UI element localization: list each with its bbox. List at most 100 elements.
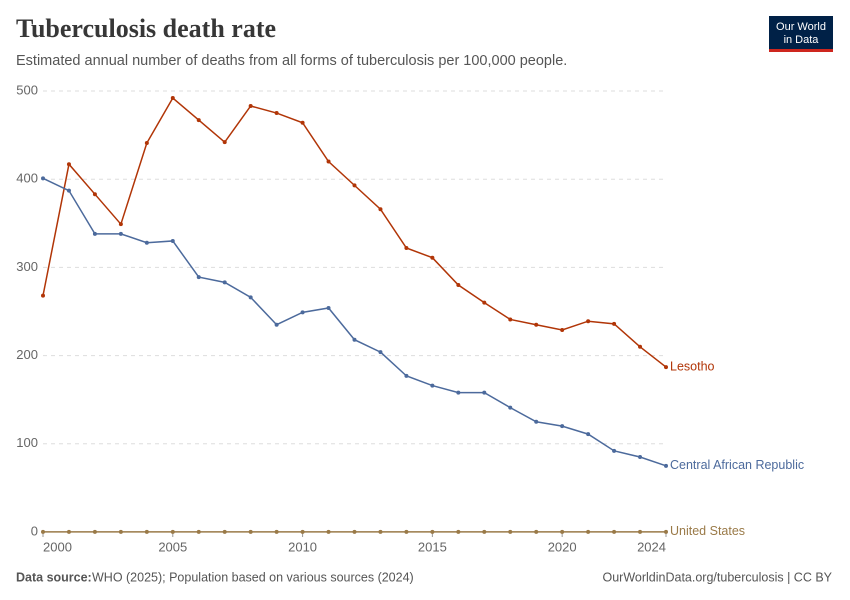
- chart-title: Tuberculosis death rate: [16, 14, 276, 43]
- data-point: [248, 295, 253, 300]
- y-tick-label: 400: [16, 171, 38, 186]
- data-point: [222, 280, 227, 285]
- y-tick-label: 300: [16, 259, 38, 274]
- data-point: [41, 293, 45, 298]
- data-point: [638, 455, 643, 460]
- data-point: [352, 337, 357, 342]
- data-point: [274, 322, 279, 327]
- data-point: [196, 529, 201, 534]
- data-point: [326, 529, 331, 534]
- source: WHO (2025); Population based on various …: [92, 570, 414, 584]
- data-point: [144, 240, 149, 245]
- data-point: [170, 96, 175, 101]
- data-point: [560, 529, 565, 534]
- x-tick-label: 2010: [288, 539, 317, 554]
- data-point: [196, 118, 201, 123]
- data-point: [326, 305, 331, 310]
- data-point: [612, 321, 617, 326]
- data-point: [118, 231, 123, 236]
- data-point: [664, 463, 668, 468]
- data-point: [352, 529, 357, 534]
- data-point: [612, 448, 617, 453]
- y-tick-label: 200: [16, 347, 38, 362]
- series-label: United States: [670, 524, 745, 538]
- x-tick-label: 2020: [548, 539, 577, 554]
- data-point: [430, 529, 435, 534]
- logo-bar: [769, 49, 833, 52]
- x-tick-label: 2015: [418, 539, 447, 554]
- data-point: [378, 529, 383, 534]
- data-point: [144, 529, 149, 534]
- data-point: [456, 529, 461, 534]
- data-point: [586, 529, 591, 534]
- data-point: [326, 159, 331, 164]
- data-point: [300, 120, 305, 125]
- x-tick-label: 2000: [43, 539, 72, 554]
- chart-subtitle: Estimated annual number of deaths from a…: [16, 53, 567, 69]
- x-tick-label: 2024: [637, 539, 666, 554]
- data-point: [638, 344, 643, 349]
- data-point: [404, 373, 409, 378]
- data-point: [66, 529, 71, 534]
- data-point: [300, 310, 305, 315]
- series-label: Lesotho: [670, 359, 715, 373]
- data-point: [638, 529, 643, 534]
- data-point: [534, 419, 539, 424]
- data-point: [144, 141, 149, 146]
- data-point: [534, 322, 539, 327]
- data-point: [378, 207, 383, 212]
- data-point: [66, 188, 71, 193]
- data-point: [300, 529, 305, 534]
- logo-text: in Data: [784, 34, 820, 46]
- data-point: [586, 319, 591, 324]
- data-point: [508, 317, 513, 322]
- y-tick-label: 500: [16, 82, 38, 97]
- data-point: [482, 300, 487, 305]
- data-point: [352, 183, 357, 188]
- data-point: [274, 529, 279, 534]
- data-point: [430, 383, 435, 388]
- data-point: [586, 432, 591, 437]
- data-point: [508, 529, 513, 534]
- data-point: [378, 350, 383, 355]
- data-point: [92, 192, 97, 197]
- series-line: [42, 96, 667, 368]
- url: OurWorldinData.org/tuberculosis | CC BY: [603, 570, 833, 584]
- data-point: [404, 529, 409, 534]
- data-point: [170, 238, 175, 243]
- data-point: [508, 405, 513, 410]
- data-point: [274, 111, 279, 116]
- data-point: [560, 424, 565, 429]
- data-point: [41, 176, 45, 181]
- data-point: [196, 275, 201, 280]
- data-point: [482, 529, 487, 534]
- series-line: [42, 177, 667, 467]
- data-point: [456, 283, 461, 288]
- data-point: [222, 529, 227, 534]
- data-point: [248, 529, 253, 534]
- data-point: [41, 529, 45, 534]
- data-point: [430, 255, 435, 260]
- data-point: [664, 529, 668, 534]
- data-point: [664, 365, 668, 370]
- data-point: [248, 103, 253, 108]
- logo-text: Our World: [776, 21, 826, 33]
- source-label: Data source:: [16, 570, 92, 584]
- data-point: [92, 231, 97, 236]
- logo-box: [769, 16, 833, 52]
- data-point: [118, 222, 123, 227]
- data-point: [170, 529, 175, 534]
- data-point: [612, 529, 617, 534]
- data-point: [534, 529, 539, 534]
- y-tick-label: 0: [31, 523, 38, 538]
- data-point: [482, 390, 487, 395]
- data-point: [456, 390, 461, 395]
- data-point: [560, 328, 565, 333]
- y-tick-label: 100: [16, 435, 38, 450]
- data-point: [92, 529, 97, 534]
- data-point: [404, 245, 409, 250]
- series-label: Central African Republic: [670, 458, 804, 472]
- data-point: [66, 162, 71, 167]
- data-point: [222, 140, 227, 145]
